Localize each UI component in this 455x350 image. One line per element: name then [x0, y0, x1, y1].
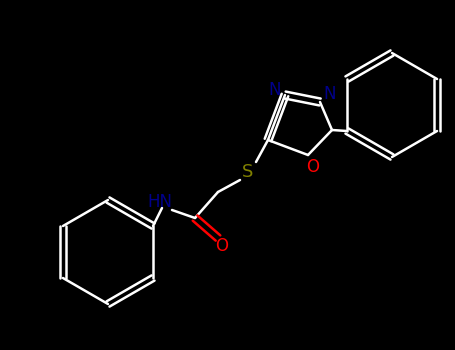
- Text: HN: HN: [147, 193, 172, 211]
- Text: N: N: [269, 81, 281, 99]
- Text: O: O: [307, 158, 319, 176]
- Text: O: O: [216, 237, 228, 255]
- Text: S: S: [243, 163, 254, 181]
- Text: N: N: [324, 85, 336, 103]
